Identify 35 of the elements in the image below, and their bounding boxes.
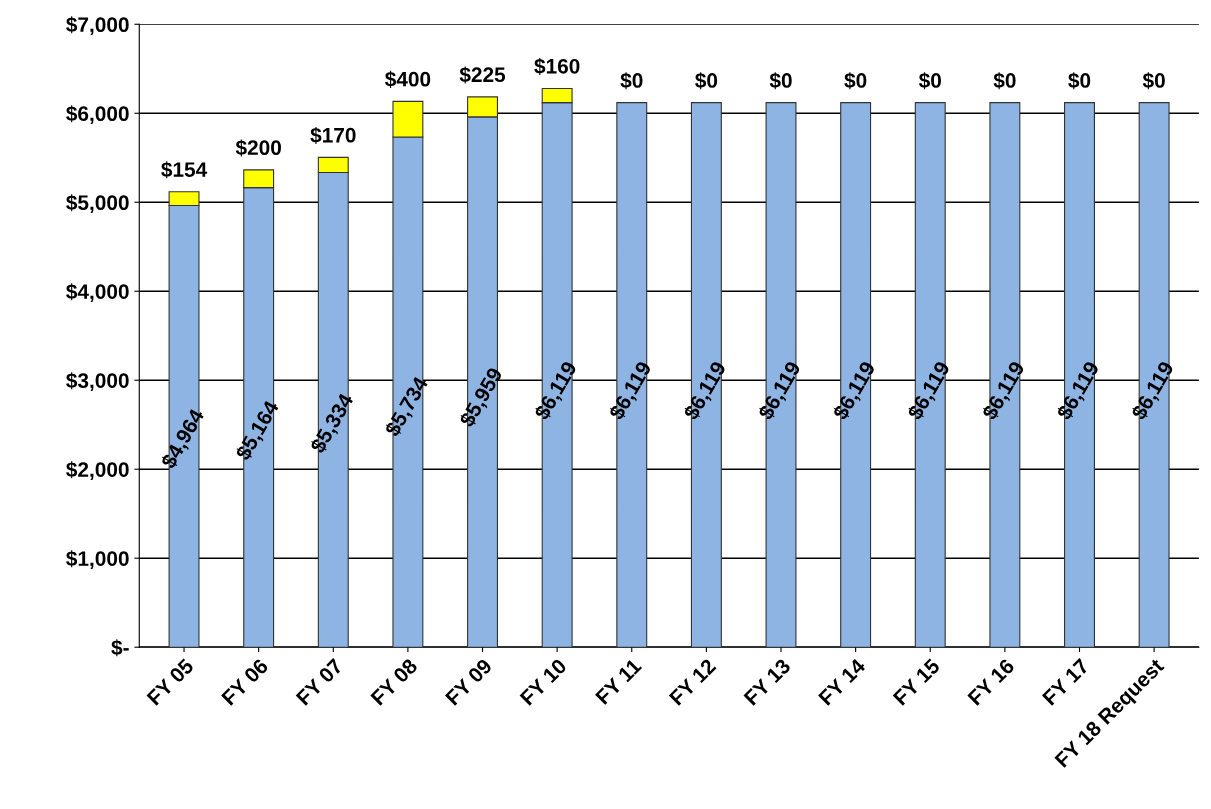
x-tick-label: FY 06 bbox=[220, 657, 269, 706]
x-tick-label: FY 08 bbox=[370, 657, 419, 706]
x-tick-label: FY 05 bbox=[146, 657, 195, 706]
data-label: $0 bbox=[769, 72, 792, 90]
data-label: $0 bbox=[918, 72, 941, 90]
data-label: $0 bbox=[620, 72, 643, 90]
data-label: $0 bbox=[1142, 72, 1165, 90]
x-tick-label: FY 17 bbox=[1041, 658, 1090, 706]
x-tick-label: FY 12 bbox=[668, 657, 717, 706]
y-tick-label: $5,000 bbox=[66, 194, 129, 214]
x-tick-label: FY 11 bbox=[595, 657, 643, 705]
x-tick-label: FY 14 bbox=[818, 657, 867, 706]
y-tick-label: $1,000 bbox=[66, 550, 129, 569]
data-label: $400 bbox=[385, 70, 431, 88]
data-label: $154 bbox=[161, 161, 208, 179]
y-tick-label: $6,000 bbox=[66, 105, 129, 125]
data-label: $0 bbox=[844, 72, 867, 90]
data-label: $0 bbox=[1068, 72, 1091, 90]
data-label: $225 bbox=[459, 66, 506, 84]
data-label: $0 bbox=[993, 72, 1016, 90]
y-tick-label: $2,000 bbox=[66, 461, 129, 480]
x-tick-label: FY 10 bbox=[519, 657, 568, 706]
data-label: $200 bbox=[235, 139, 281, 157]
y-tick-label: $3,000 bbox=[66, 372, 129, 391]
y-tick-label: $4,000 bbox=[66, 283, 129, 303]
data-label: $0 bbox=[695, 72, 718, 90]
x-tick-label: FY 15 bbox=[892, 657, 941, 706]
x-tick-label: FY 13 bbox=[743, 657, 792, 706]
data-label: $170 bbox=[310, 126, 356, 144]
y-tick-label: $- bbox=[111, 639, 129, 657]
x-tick-label: FY 16 bbox=[967, 657, 1016, 706]
data-label: $160 bbox=[534, 57, 580, 75]
x-tick-label: FY 09 bbox=[444, 657, 493, 706]
x-tick-label: FY 07 bbox=[295, 657, 344, 706]
y-tick-label: $7,000 bbox=[66, 16, 129, 36]
